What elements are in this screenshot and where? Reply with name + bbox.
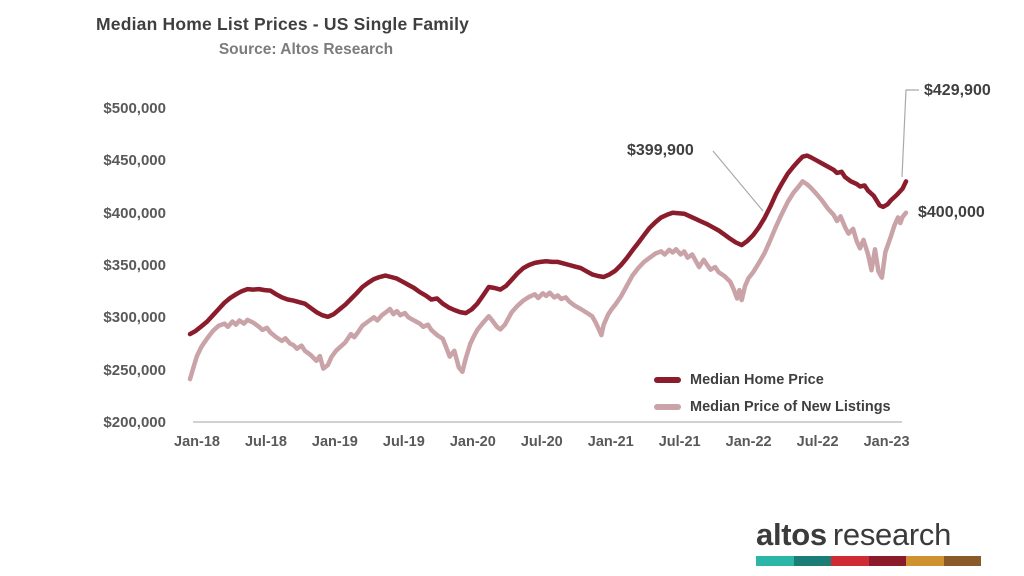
y-tick-label: $500,000 (103, 100, 166, 117)
legend-swatch (654, 377, 681, 383)
legend-label: Median Price of New Listings (690, 399, 891, 415)
legend-item: Median Price of New Listings (654, 396, 891, 418)
y-tick-label: $450,000 (103, 152, 166, 170)
x-tick-label: Jan-22 (725, 434, 772, 450)
logo-bar-segment (756, 556, 794, 566)
x-tick-label: Jul-22 (796, 434, 839, 450)
logo-bar-segment (943, 556, 981, 566)
annotation-latest-home-price: $429,900 (924, 82, 991, 99)
logo-wordmark: altos research (756, 517, 982, 553)
x-tick-label: Jan-18 (174, 434, 220, 450)
logo-bar-segment (868, 556, 906, 566)
logo-word-research: research (832, 517, 952, 552)
callout-line-0 (901, 89, 919, 178)
logo-color-bar (756, 556, 981, 566)
y-tick-label: $200,000 (103, 414, 166, 431)
chart-subtitle: Source: Altos Research (218, 41, 394, 58)
y-tick-label: $250,000 (103, 361, 166, 379)
annotation-latest-new-listing-price: $400,000 (918, 204, 985, 221)
x-tick-label: Jan-20 (449, 434, 496, 450)
series-line-median-home-price (187, 153, 909, 337)
altos-research-logo: altos research (756, 517, 982, 566)
annotation-prior-home-price: $399,900 (627, 142, 694, 159)
x-tick-label: Jan-19 (311, 434, 358, 450)
y-tick-label: $300,000 (103, 309, 166, 327)
series-line-median-new-listings (187, 179, 909, 382)
x-tick-label: Jan-21 (587, 434, 634, 450)
x-tick-label: Jul-18 (244, 434, 287, 450)
callout-line-1 (712, 150, 764, 212)
chart-title: Median Home List Prices - US Single Fami… (96, 14, 470, 34)
x-tick-label: Jul-21 (658, 434, 701, 450)
x-tick-label: Jan-23 (863, 434, 910, 450)
legend-label: Median Home Price (690, 372, 824, 388)
legend: Median Home Price Median Price of New Lis… (654, 369, 891, 423)
x-tick-label: Jul-19 (382, 434, 425, 450)
logo-bar-segment (906, 556, 944, 566)
y-tick-label: $400,000 (103, 204, 166, 222)
legend-swatch (654, 404, 681, 410)
logo-bar-segment (831, 556, 869, 566)
logo-word-altos: altos (756, 517, 827, 552)
x-tick-label: Jul-20 (520, 434, 563, 450)
y-tick-label: $350,000 (103, 257, 166, 274)
legend-item: Median Home Price (654, 369, 891, 391)
logo-bar-segment (793, 556, 831, 566)
